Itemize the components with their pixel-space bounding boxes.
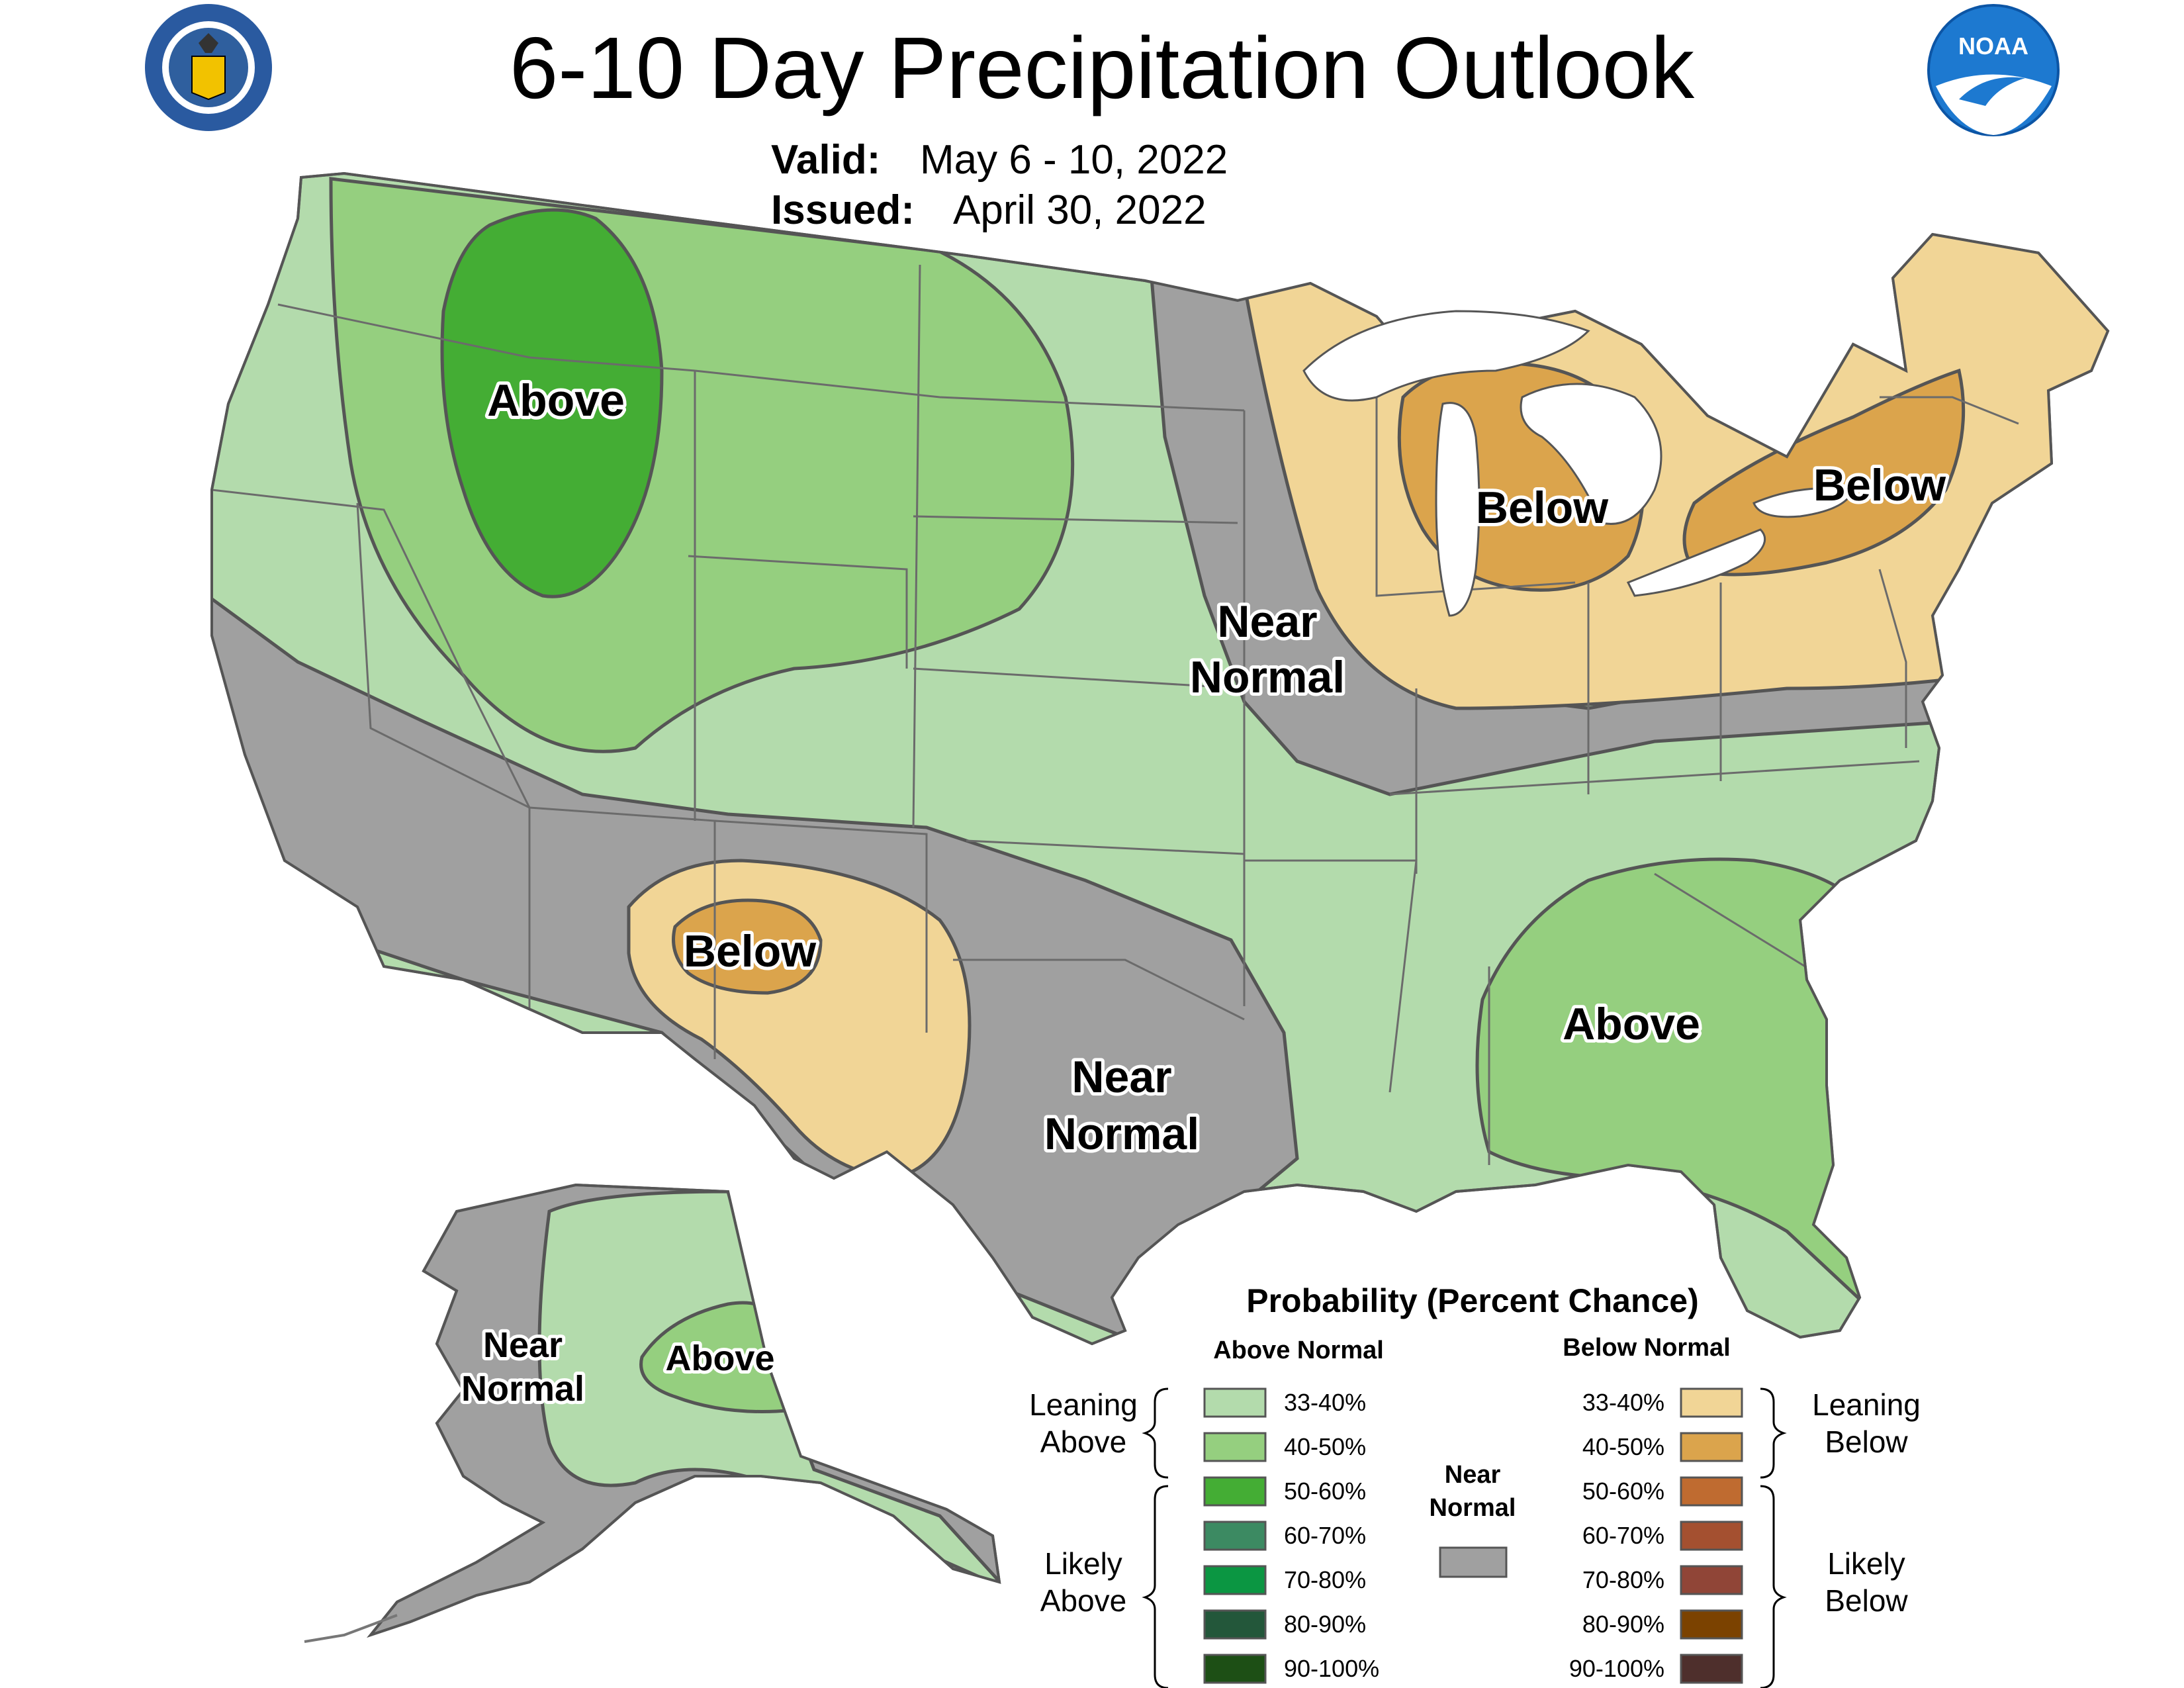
legend-leaning-above-2: Above [1040, 1425, 1126, 1459]
legend-swatch-above-3 [1203, 1476, 1267, 1507]
legend-label-above-1: 33-40% [1284, 1389, 1366, 1416]
legend-label-above-7: 90-100% [1284, 1655, 1379, 1682]
legend-swatch-above-2 [1203, 1432, 1267, 1462]
region-above-northwest-core [440, 208, 664, 598]
region-above-southeast [1475, 857, 1888, 1328]
legend-swatch-near-normal [1439, 1546, 1508, 1578]
label-tx-normal: Normal [1044, 1109, 1199, 1159]
label-lakes-below: Below [1476, 483, 1609, 533]
legend-label-above-2: 40-50% [1284, 1433, 1366, 1460]
label-ne-below: Below [1813, 460, 1946, 510]
legend-swatch-above-4 [1203, 1521, 1267, 1551]
legend-swatch-below-3 [1680, 1476, 1743, 1507]
legend-above-header: Above Normal [1213, 1336, 1384, 1364]
legend-label-below-5: 70-80% [1582, 1566, 1664, 1593]
legend-brace-leaning-below [1760, 1387, 1787, 1479]
legend-likely-above-2: Above [1040, 1583, 1126, 1618]
legend-swatch-below-4 [1680, 1521, 1743, 1551]
legend-label-below-1: 33-40% [1582, 1389, 1664, 1416]
lake-ontario [1752, 487, 1855, 518]
conus-map [210, 172, 2109, 1345]
legend-swatch-below-1 [1680, 1387, 1743, 1418]
legend-swatch-below-6 [1680, 1609, 1743, 1640]
valid-dates: May 6 - 10, 2022 [920, 137, 1228, 183]
label-plains-near: Near [1217, 596, 1317, 647]
legend-label-above-3: 50-60% [1284, 1477, 1366, 1505]
legend-label-above-6: 80-90% [1284, 1611, 1366, 1638]
region-below-southwest-lean [627, 859, 972, 1180]
alaska-map [304, 1184, 1001, 1643]
header: 6-10 Day Precipitation Outlook Valid: Ma… [510, 19, 1695, 233]
legend-swatch-below-2 [1680, 1432, 1743, 1462]
legend-near-2: Normal [1430, 1494, 1516, 1522]
legend-label-below-6: 80-90% [1582, 1611, 1664, 1638]
department-of-commerce-seal-icon [145, 4, 272, 131]
legend-brace-likely-below [1760, 1485, 1787, 1688]
issued-label: Issued: [771, 187, 915, 233]
legend-swatch-below-5 [1680, 1565, 1743, 1595]
legend: Probability (Percent Chance) Above Norma… [1029, 1282, 1921, 1688]
legend-label-below-2: 40-50% [1582, 1433, 1664, 1460]
legend-swatch-above-5 [1203, 1565, 1267, 1595]
legend-leaning-below-2: Below [1825, 1425, 1908, 1459]
legend-label-below-3: 50-60% [1582, 1477, 1664, 1505]
label-sw-below: Below [684, 926, 817, 976]
legend-swatch-below-7 [1680, 1654, 1743, 1684]
page-title: 6-10 Day Precipitation Outlook [510, 19, 1695, 117]
lake-superior [1302, 310, 1590, 402]
label-nw-above: Above [487, 375, 625, 426]
legend-label-above-4: 60-70% [1284, 1522, 1366, 1549]
legend-swatch-above-6 [1203, 1609, 1267, 1640]
region-below-northeast-lean [1242, 230, 2108, 710]
great-lakes [1302, 310, 1855, 617]
legend-label-above-5: 70-80% [1284, 1566, 1366, 1593]
legend-above-rows: 33-40% 40-50% 50-60% 60-70% 70-80% 80-90% 90-1… [1203, 1387, 1379, 1684]
label-ak-near: Near [483, 1325, 563, 1365]
noaa-logo-icon: NOAA [1927, 4, 2060, 136]
lake-erie [1626, 528, 1766, 597]
label-tx-near: Near [1071, 1052, 1171, 1102]
label-ak-normal: Normal [461, 1369, 584, 1409]
legend-title: Probability (Percent Chance) [1246, 1282, 1699, 1319]
region-below-southwest-core [672, 898, 823, 995]
lake-michigan [1435, 402, 1480, 617]
state-boundaries [212, 264, 2019, 1165]
lake-huron [1520, 383, 1662, 525]
map-labels: Above Below Below Near Normal Below Near… [458, 372, 1950, 1412]
legend-likely-below-2: Below [1825, 1583, 1908, 1618]
legend-swatch-above-1 [1203, 1387, 1267, 1418]
noaa-logo-text: NOAA [1958, 32, 2028, 60]
legend-label-below-4: 60-70% [1582, 1522, 1664, 1549]
legend-leaning-above-1: Leaning [1029, 1387, 1138, 1422]
legend-label-below-7: 90-100% [1569, 1655, 1664, 1682]
valid-label: Valid: [771, 137, 880, 183]
label-ak-above: Above [665, 1338, 774, 1378]
legend-below-rows: 33-40% 40-50% 50-60% 60-70% 70-80% 80-90% 90-1… [1569, 1387, 1743, 1684]
legend-swatch-above-7 [1203, 1654, 1267, 1684]
legend-likely-below-1: Likely [1827, 1546, 1905, 1581]
legend-brace-leaning-above [1142, 1387, 1169, 1479]
legend-below-header: Below Normal [1563, 1334, 1730, 1362]
label-plains-normal: Normal [1190, 652, 1345, 702]
legend-brace-likely-above [1142, 1485, 1169, 1688]
legend-likely-above-1: Likely [1044, 1546, 1122, 1581]
label-se-above: Above [1563, 999, 1700, 1049]
legend-near-1: Near [1445, 1461, 1501, 1489]
issued-date: April 30, 2022 [953, 187, 1206, 233]
legend-leaning-below-1: Leaning [1812, 1387, 1921, 1422]
